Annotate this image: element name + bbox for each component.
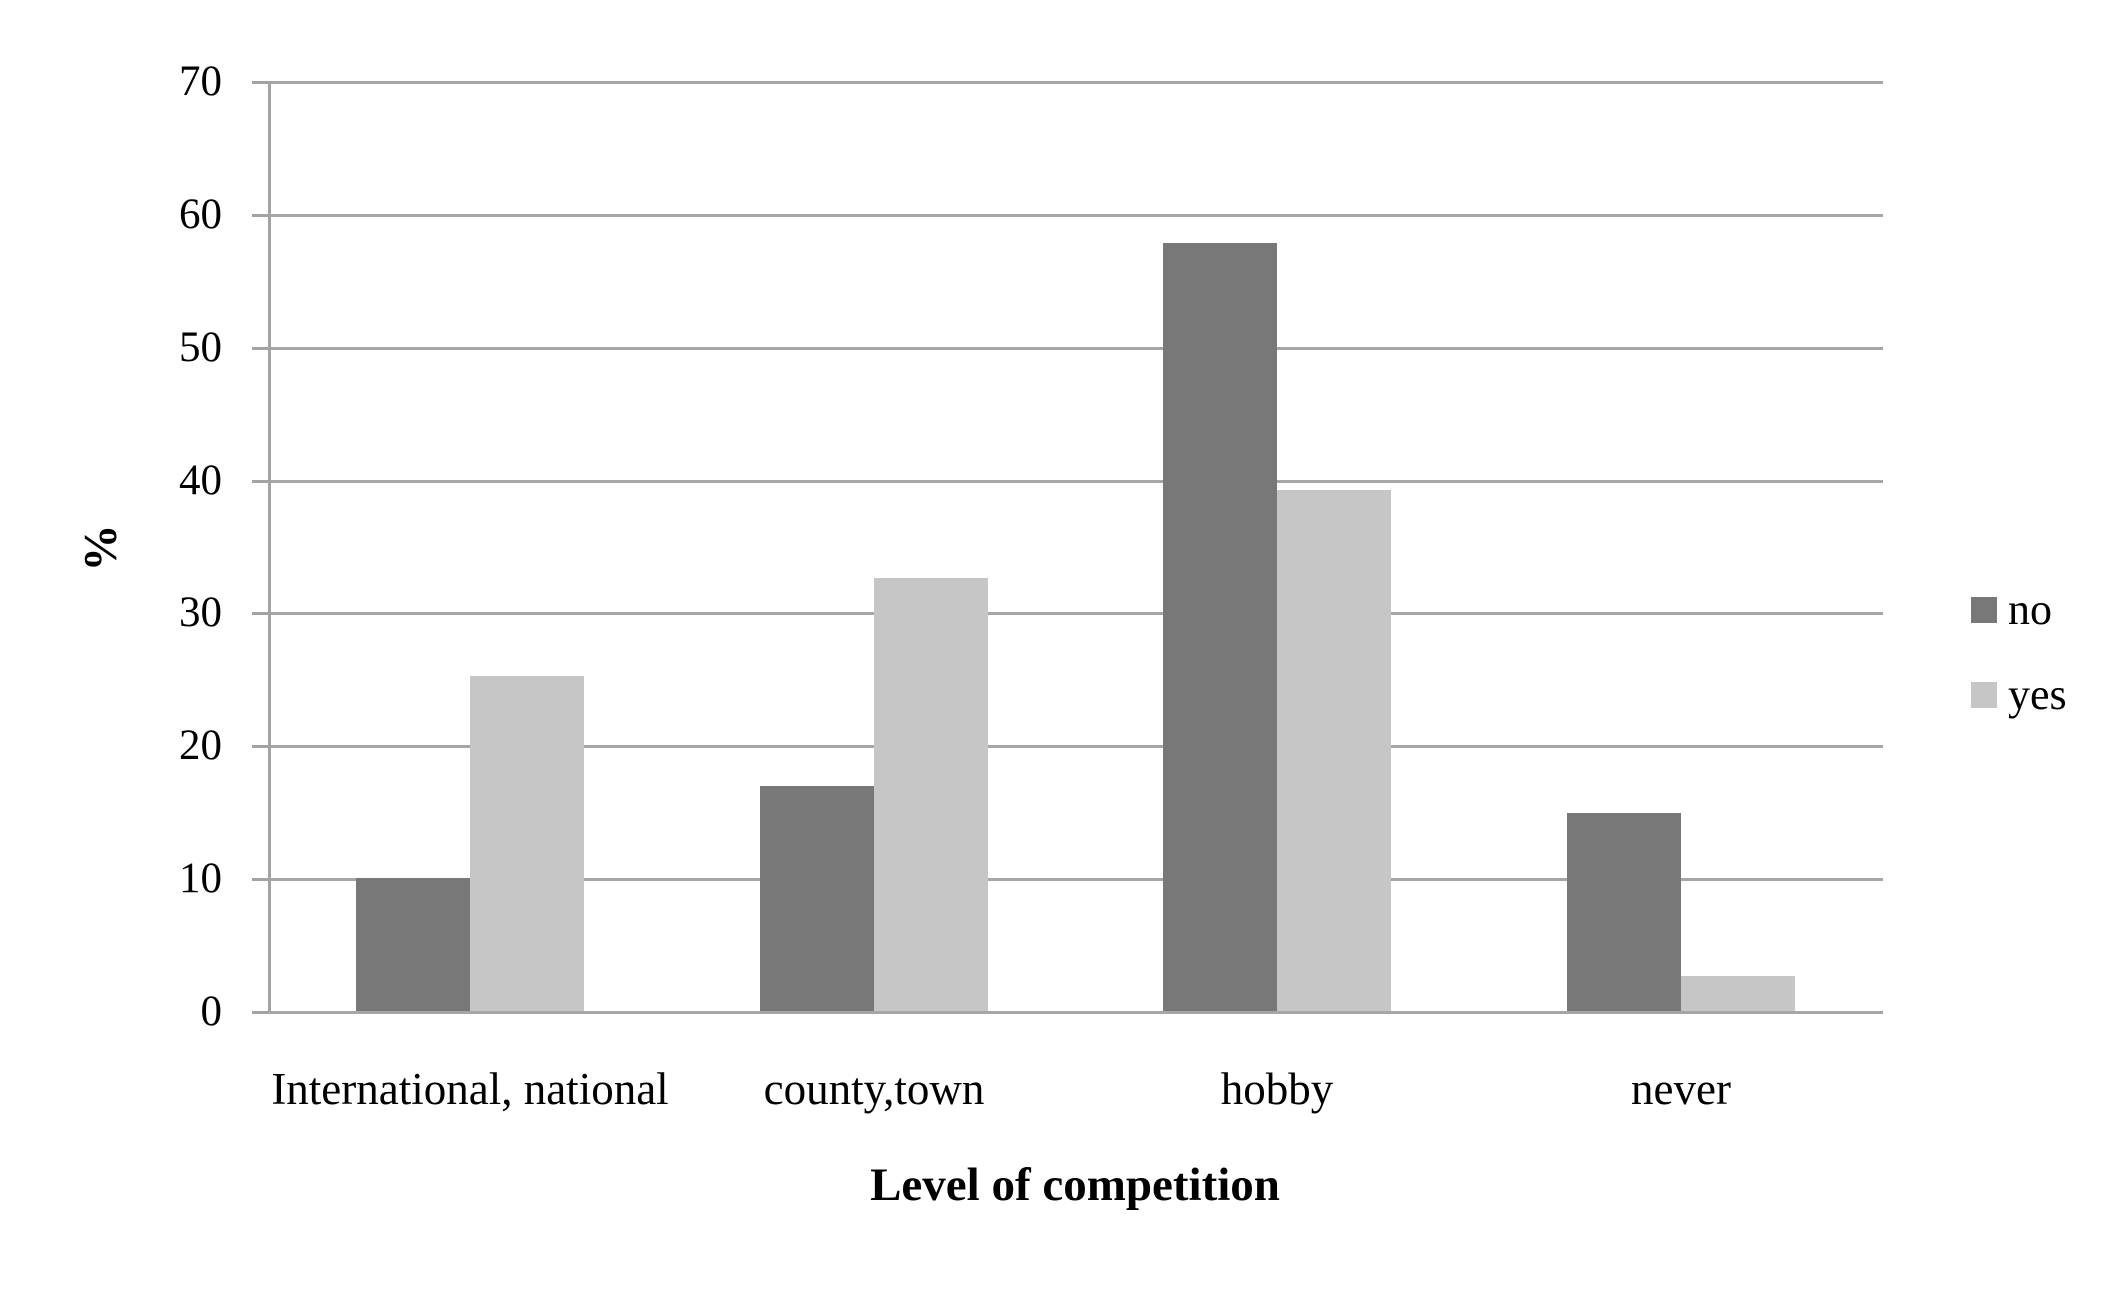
bar-no-3 <box>1567 813 1681 1012</box>
legend-swatch-no <box>1971 597 1997 623</box>
legend-label-yes: yes <box>2008 670 2067 719</box>
y-axis-tick-40 <box>252 480 268 483</box>
y-axis-tick-60 <box>252 214 268 217</box>
x-category-label-3: never <box>1631 1064 1731 1114</box>
x-category-label-0: International, national <box>271 1064 669 1114</box>
legend-item-no: no <box>1971 584 2052 636</box>
bar-no-2 <box>1163 243 1277 1012</box>
gridline-30 <box>268 612 1883 615</box>
y-tick-label-70: 70 <box>179 58 222 105</box>
legend-item-yes: yes <box>1971 669 2067 721</box>
bar-yes-3 <box>1681 976 1795 1012</box>
gridline-40 <box>268 480 1883 483</box>
y-axis-tick-30 <box>252 612 268 615</box>
bar-yes-2 <box>1277 490 1391 1012</box>
y-axis-line <box>268 82 271 1012</box>
gridline-70 <box>268 81 1883 84</box>
y-tick-label-0: 0 <box>200 988 223 1035</box>
y-axis-tick-10 <box>252 878 268 881</box>
y-tick-label-50: 50 <box>179 324 222 371</box>
legend-swatch-yes <box>1971 682 1997 708</box>
y-tick-label-20: 20 <box>179 722 222 769</box>
y-tick-label-60: 60 <box>179 191 222 238</box>
gridline-10 <box>268 878 1883 881</box>
gridline-50 <box>268 347 1883 350</box>
x-category-label-1: county,town <box>763 1064 985 1114</box>
y-axis-tick-70 <box>252 81 268 84</box>
bar-no-0 <box>356 878 470 1012</box>
x-category-label-2: hobby <box>1220 1064 1334 1114</box>
y-axis-tick-0 <box>252 1011 268 1014</box>
bar-no-1 <box>760 786 874 1012</box>
y-tick-label-10: 10 <box>179 855 222 902</box>
legend-label-no: no <box>2008 585 2052 634</box>
bar-yes-1 <box>874 578 988 1012</box>
gridline-60 <box>268 214 1883 217</box>
y-tick-label-40: 40 <box>179 457 222 504</box>
gridline-20 <box>268 745 1883 748</box>
gridline-0 <box>268 1011 1883 1014</box>
y-tick-label-30: 30 <box>179 589 222 636</box>
bar-yes-0 <box>470 676 584 1012</box>
y-axis-title: % <box>74 524 127 572</box>
y-axis-tick-50 <box>252 347 268 350</box>
x-axis-title: Level of competition <box>870 1159 1280 1211</box>
y-axis-tick-20 <box>252 745 268 748</box>
